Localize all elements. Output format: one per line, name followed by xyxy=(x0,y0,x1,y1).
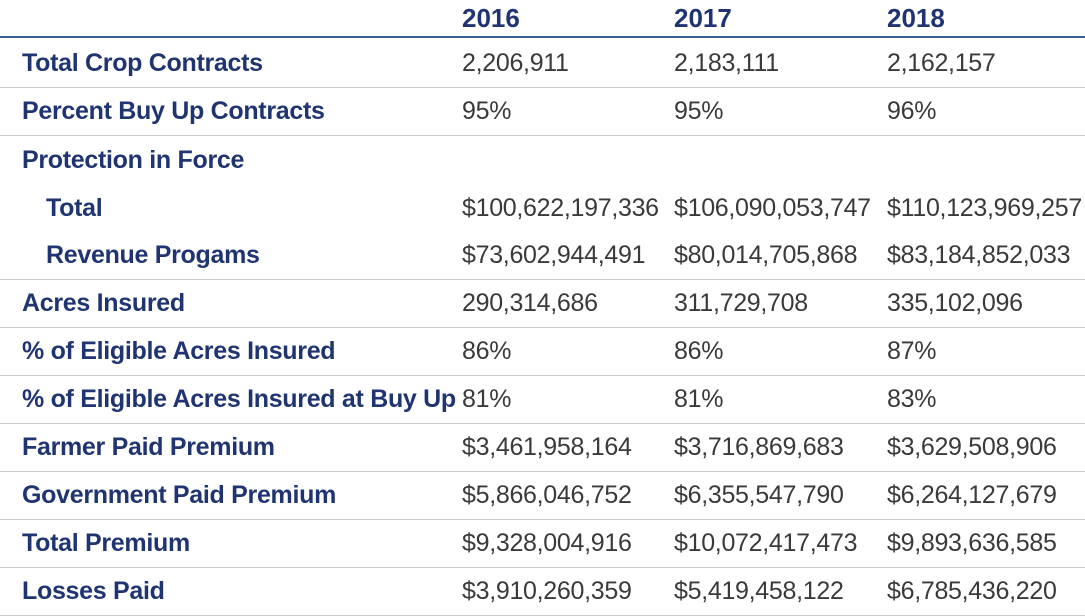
cell-value-2017: $80,014,705,868 xyxy=(674,241,858,269)
table-row: % of Eligible Acres Insured at Buy Up 81%… xyxy=(0,376,1085,424)
cell-value-2016: $3,910,260,359 xyxy=(462,577,632,605)
table-row: Farmer Paid Premium $3,461,958,164 $3,716,… xyxy=(0,424,1085,472)
cell-value-2017: $6,355,547,790 xyxy=(674,481,844,509)
cell-value-2016: 95% xyxy=(462,97,512,125)
row-label: % of Eligible Acres Insured xyxy=(22,337,336,365)
cell-value-2017: $106,090,053,747 xyxy=(674,193,871,222)
cell-value-2016: 81% xyxy=(462,385,512,413)
table-row: % of Eligible Acres Insured 86% 86% 87% xyxy=(0,328,1085,376)
cell-value-2016: $5,866,046,752 xyxy=(462,481,632,509)
cell-value-2016: $9,328,004,916 xyxy=(462,529,632,557)
row-label: Losses Paid xyxy=(22,577,165,605)
cell-value-2018: $6,785,436,220 xyxy=(887,577,1057,605)
cell-value-2018: 87% xyxy=(887,337,937,365)
cell-value-2018: 96% xyxy=(887,97,937,125)
table-row: Total Premium $9,328,004,916 $10,072,417,4… xyxy=(0,520,1085,568)
cell-value-2017: 311,729,708 xyxy=(674,289,808,317)
column-header-2017: 2017 xyxy=(674,2,732,33)
cell-value-2018: 335,102,096 xyxy=(887,289,1023,317)
cell-value-2017: 81% xyxy=(674,385,724,413)
row-label: Farmer Paid Premium xyxy=(22,433,275,461)
table-row: Protection in Force xyxy=(0,136,1085,184)
cell-value-2018: $110,123,969,257 xyxy=(887,193,1082,222)
cell-value-2017: $3,716,869,683 xyxy=(674,433,844,461)
cell-value-2017: 86% xyxy=(674,337,724,365)
cell-value-2018: 83% xyxy=(887,385,937,413)
row-label: Total xyxy=(46,193,103,222)
table-row: Government Paid Premium $5,866,046,752 $6,… xyxy=(0,472,1085,520)
row-label: % of Eligible Acres Insured at Buy Up xyxy=(22,385,456,413)
row-label: Protection in Force xyxy=(22,145,245,174)
row-label: Government Paid Premium xyxy=(22,481,337,509)
cell-value-2018: $9,893,636,585 xyxy=(887,529,1057,557)
table-row: Acres Insured 290,314,686 311,729,708 335,1… xyxy=(0,280,1085,328)
cell-value-2016: $3,461,958,164 xyxy=(462,433,632,461)
row-label: Acres Insured xyxy=(22,289,185,317)
cell-value-2018: 2,162,157 xyxy=(887,49,996,77)
cell-value-2018: $6,264,127,679 xyxy=(887,481,1057,509)
table-row: Total Crop Contracts 2,206,911 2,183,111 2,… xyxy=(0,40,1085,88)
table-row: Total $100,622,197,336 $106,090,053,747 $11… xyxy=(0,184,1085,232)
header-row: 2016 2017 2018 xyxy=(0,0,1085,38)
row-label: Total Crop Contracts xyxy=(22,49,263,77)
cell-value-2017: 95% xyxy=(674,97,724,125)
table-row: Losses Paid $3,910,260,359 $5,419,458,122 $… xyxy=(0,568,1085,616)
cell-value-2016: 86% xyxy=(462,337,512,365)
cell-value-2016: 290,314,686 xyxy=(462,289,598,317)
cell-value-2017: 2,183,111 xyxy=(674,49,779,77)
table-row: Revenue Progams $73,602,944,491 $80,014,70… xyxy=(0,232,1085,280)
cell-value-2018: $83,184,852,033 xyxy=(887,241,1071,269)
table-row: Percent Buy Up Contracts 95% 95% 96% xyxy=(0,88,1085,136)
column-header-2016: 2016 xyxy=(462,2,520,33)
row-label: Revenue Progams xyxy=(46,241,260,269)
cell-value-2017: $10,072,417,473 xyxy=(674,529,858,557)
cell-value-2018: $3,629,508,906 xyxy=(887,433,1057,461)
row-label: Total Premium xyxy=(22,529,190,557)
column-header-2018: 2018 xyxy=(887,2,945,33)
cell-value-2016: $73,602,944,491 xyxy=(462,241,646,269)
cell-value-2017: $5,419,458,122 xyxy=(674,577,844,605)
row-label: Percent Buy Up Contracts xyxy=(22,97,325,125)
cell-value-2016: $100,622,197,336 xyxy=(462,193,659,222)
cell-value-2016: 2,206,911 xyxy=(462,49,569,77)
